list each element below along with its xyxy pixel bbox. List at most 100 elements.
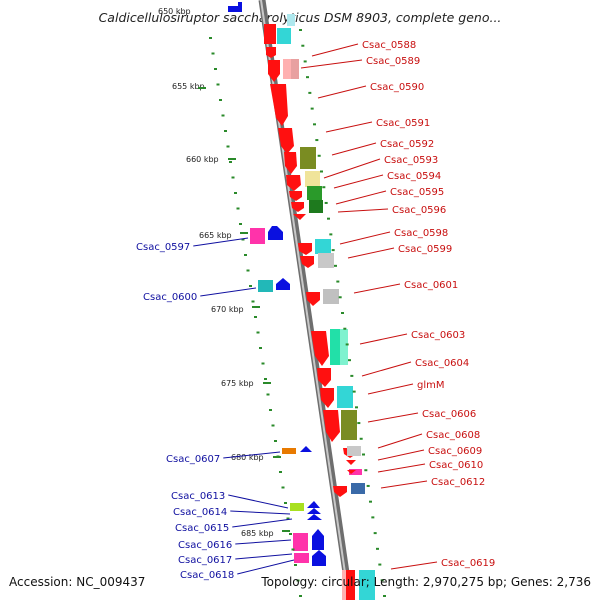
right-tick-dot [336, 280, 340, 283]
right-tick-dot [366, 484, 370, 487]
left-tick-dot [236, 207, 240, 210]
right-tick-dot [301, 44, 305, 47]
gene-label-right[interactable]: Csac_0592 [380, 139, 434, 150]
right-tick-dot [352, 390, 356, 393]
leader-line [390, 561, 438, 570]
left-tick-dot [239, 223, 242, 225]
feature-csac-0612-cog [351, 483, 365, 494]
tick-guides [209, 29, 386, 597]
gene-label-right[interactable]: Csac_0603 [411, 330, 465, 341]
leader-line [325, 121, 373, 133]
gene-label-left[interactable]: Csac_0616 [178, 540, 232, 551]
gene-label-right[interactable]: Csac_0601 [404, 280, 458, 291]
feature-csac-0604 [320, 388, 334, 408]
feature-csac-0589 [268, 60, 280, 82]
feature-csac-0603 [317, 368, 331, 387]
feature-csac-0607 [300, 446, 312, 452]
left-tick-dot [284, 502, 287, 504]
left-tick-dot [289, 533, 292, 535]
gene-label-right[interactable]: Csac_0609 [428, 446, 482, 457]
feature-csac-0616 [312, 529, 324, 550]
gene-label-right[interactable]: Csac_0604 [415, 358, 469, 369]
leader-line [317, 85, 367, 99]
right-tick-dot [378, 563, 382, 566]
gene-label-left[interactable]: Csac_0597 [136, 242, 190, 253]
left-tick-dot [229, 161, 232, 163]
left-tick-dot [251, 300, 255, 303]
right-tick-dot [334, 264, 337, 267]
gene-label-right[interactable]: Csac_0591 [376, 118, 430, 129]
gene-label-left[interactable]: Csac_0613 [171, 491, 225, 502]
right-tick-dot [371, 516, 375, 519]
feature-csac-0591 [278, 128, 294, 154]
kbp-label: 660 kbp [186, 155, 219, 164]
right-tick-dot [310, 107, 314, 110]
gene-label-right[interactable]: Csac_0593 [384, 155, 438, 166]
gene-label-right[interactable]: Csac_0594 [387, 171, 441, 182]
gene-label-right[interactable]: Csac_0590 [370, 82, 424, 93]
left-tick-dot [296, 579, 300, 582]
left-tick-dot [244, 254, 247, 256]
gene-label-right[interactable]: Csac_0612 [431, 477, 485, 488]
gene-label-right[interactable]: Csac_0599 [398, 244, 452, 255]
gene-label-right[interactable]: Csac_0608 [426, 430, 480, 441]
right-tick-dot [357, 422, 361, 425]
gene-label-right[interactable]: Csac_0610 [429, 460, 483, 471]
feature-csac-0595-cog [309, 200, 323, 213]
feature-csac-0593-cog [305, 171, 320, 187]
kbp-label: 685 kbp [241, 529, 274, 538]
feature-csac-0619-cog-light [342, 570, 346, 600]
genome-stats: Topology: circular; Length: 2,970,275 bp… [261, 575, 591, 589]
left-tick-dot [221, 114, 225, 117]
gene-label-left[interactable]: Csac_0600 [143, 292, 197, 303]
gene-label-right[interactable]: Csac_0619 [441, 558, 495, 569]
gene-label-right[interactable]: Csac_0606 [422, 409, 476, 420]
leader-line [380, 480, 428, 489]
feature-csac-0607-cog [282, 448, 296, 454]
kbp-major-tick [240, 232, 248, 234]
feature-csac-0602 [311, 331, 329, 366]
feature-csac-0616-cog [293, 533, 308, 551]
left-tick-dot [291, 548, 295, 551]
feature-csac-0597 [268, 226, 283, 240]
left-tick-dot [256, 331, 260, 334]
leader-line [200, 287, 257, 297]
left-tick-dot [271, 424, 275, 427]
feature-csac-0598 [298, 243, 312, 255]
left-tick-dot [216, 83, 220, 86]
gene-label-right[interactable]: Csac_0588 [362, 40, 416, 51]
feature-glmm-cog [337, 386, 353, 408]
gene-label-left[interactable]: Csac_0615 [175, 523, 229, 534]
feature-csac-0613-cog [290, 503, 304, 511]
right-tick-dot [324, 201, 328, 204]
left-tick-dot [224, 130, 227, 132]
kbp-major-tick [273, 456, 281, 458]
gene-label-right[interactable]: Csac_0589 [366, 56, 420, 67]
gene-label-right[interactable]: Csac_0598 [394, 228, 448, 239]
left-tick-dot [249, 285, 252, 287]
left-tick-dot [234, 192, 237, 194]
gene-label-left[interactable]: Csac_0607 [166, 454, 220, 465]
feature-csac-0587 [264, 24, 276, 44]
gene-label-right[interactable]: Csac_0596 [392, 205, 446, 216]
gene-label-left[interactable]: Csac_0617 [178, 555, 232, 566]
leader-line [335, 190, 387, 205]
left-tick-dot [246, 269, 250, 272]
gene-label-right[interactable]: glmM [417, 380, 445, 391]
right-tick-dot [362, 453, 365, 456]
gene-label-left[interactable]: Csac_0618 [180, 570, 234, 581]
gene-labels: Csac_0588 Csac_0589 Csac_0590 Csac_0591 Csac… [136, 40, 495, 581]
right-tick-dot [380, 579, 384, 582]
kbp-label: 665 kbp [199, 231, 232, 240]
gene-label-right[interactable]: Csac_0595 [390, 187, 444, 198]
feature-csac-0597-cog [250, 228, 265, 244]
leader-line [235, 553, 293, 560]
gene-label-left[interactable]: Csac_0614 [173, 507, 227, 518]
right-tick-dot [308, 91, 312, 94]
feature-csac-0598-cog [315, 239, 331, 254]
feature-csac-0590 [270, 84, 288, 126]
right-tick-dot [313, 123, 316, 126]
feature-csac-0601 [306, 292, 320, 306]
feature-csac-0610 [347, 470, 356, 474]
